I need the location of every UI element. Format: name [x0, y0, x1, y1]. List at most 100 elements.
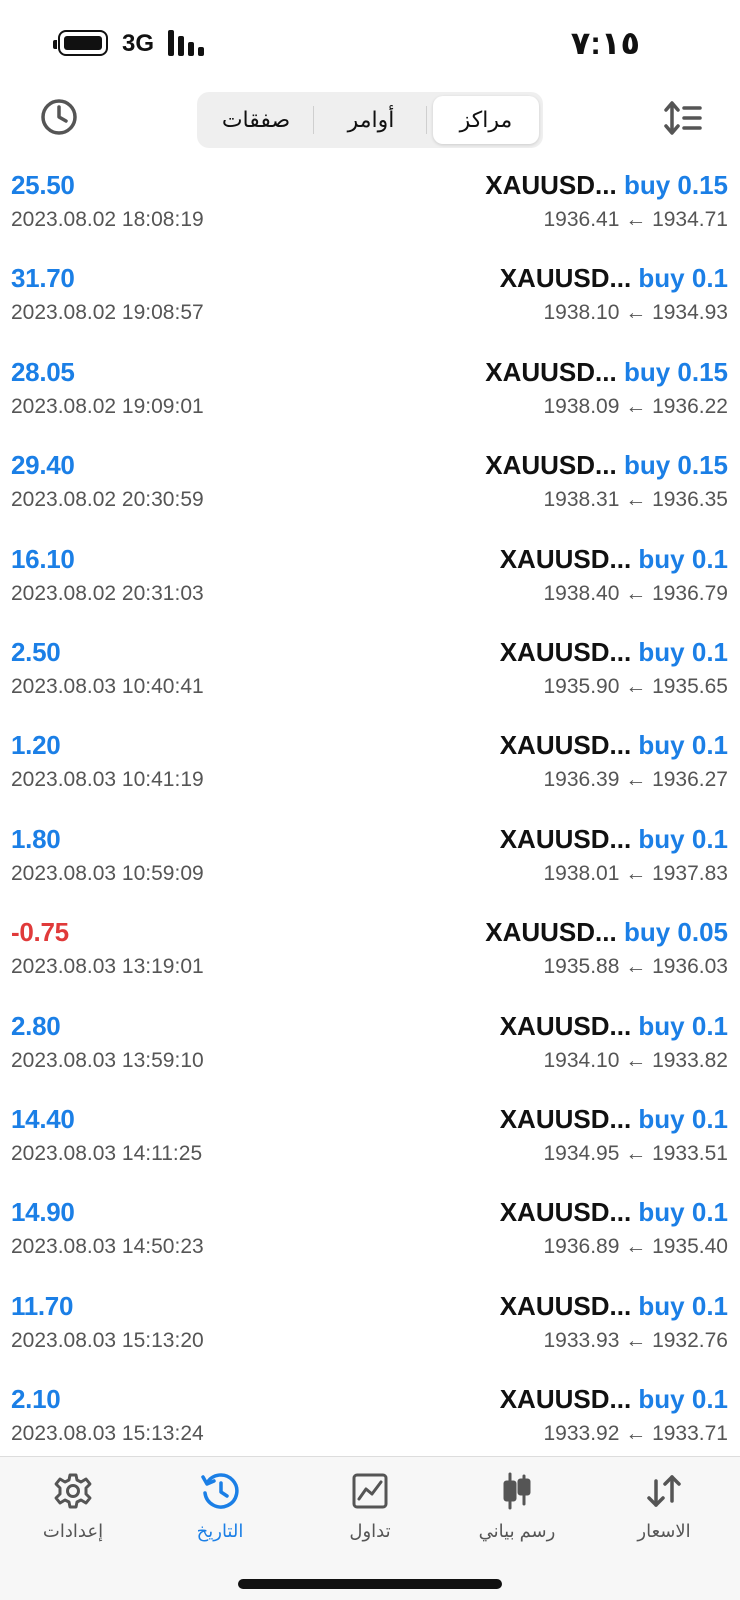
candlestick-icon — [503, 1472, 531, 1510]
position-profit: 29.40 — [11, 450, 75, 481]
position-symbol: XAUUSD... — [499, 1197, 632, 1228]
position-row[interactable]: 11.70 2023.08.03 15:13:20 XAUUSD... buy … — [0, 1279, 740, 1372]
position-side-volume: buy 0.1 — [638, 1290, 728, 1321]
position-row[interactable]: 14.90 2023.08.03 14:50:23 XAUUSD... buy … — [0, 1185, 740, 1278]
quotes-arrows-icon — [647, 1475, 681, 1507]
position-symbol: XAUUSD... — [499, 1010, 632, 1041]
position-time: 2023.08.03 15:13:24 — [11, 1422, 204, 1446]
position-prices: 1938.40 ← 1936.79 — [543, 581, 729, 605]
position-symbol: XAUUSD... — [499, 636, 632, 667]
position-symbol: XAUUSD... — [485, 356, 617, 387]
network-type: 3G — [122, 30, 155, 57]
position-row[interactable]: 28.05 2023.08.02 19:09:01 XAUUSD... buy … — [0, 345, 740, 438]
position-prices: 1934.95 ← 1933.51 — [543, 1141, 729, 1165]
position-side-volume: buy 0.1 — [638, 1010, 728, 1041]
position-prices: 1934.10 ← 1933.82 — [543, 1048, 729, 1072]
position-profit: 1.80 — [11, 823, 61, 854]
position-time: 2023.08.03 13:59:10 — [11, 1048, 204, 1072]
position-row[interactable]: 25.50 2023.08.02 18:08:19 XAUUSD... buy … — [0, 158, 740, 251]
position-side-volume: buy 0.1 — [638, 730, 728, 761]
segmented-control: مراكز أوامر صفقات — [197, 92, 543, 148]
position-time: 2023.08.02 18:08:19 — [11, 208, 204, 231]
trade-chart-icon — [352, 1473, 388, 1509]
position-prices: 1936.41 ← 1934.71 — [543, 208, 729, 231]
gear-icon — [54, 1473, 92, 1509]
position-side-volume: buy 0.15 — [623, 450, 728, 481]
tab-label: إعدادات — [42, 1521, 104, 1541]
sort-icon[interactable] — [664, 100, 704, 136]
tab-label: رسم بياني — [478, 1521, 556, 1541]
position-prices: 1938.10 ← 1934.93 — [543, 301, 729, 325]
tab-quotes[interactable]: الاسعار — [604, 1471, 724, 1542]
position-side-volume: buy 0.15 — [623, 170, 728, 200]
tab-settings[interactable]: إعدادات — [13, 1471, 133, 1542]
position-profit: 2.50 — [11, 636, 61, 667]
status-bar: 3G ٧:١٥ — [0, 0, 740, 88]
position-prices: 1938.09 ← 1936.22 — [543, 394, 729, 418]
position-time: 2023.08.03 13:19:01 — [11, 955, 204, 979]
signal-icon — [168, 30, 208, 56]
tab-chart[interactable]: رسم بياني — [457, 1471, 577, 1542]
bottom-tab-bar: إعدادات التاريخ تداول — [0, 1456, 740, 1600]
position-prices: 1936.89 ← 1935.40 — [543, 1235, 729, 1259]
position-row[interactable]: 2.80 2023.08.03 13:59:10 XAUUSD... buy 0… — [0, 999, 740, 1092]
position-symbol: XAUUSD... — [485, 170, 617, 200]
position-row[interactable]: 1.80 2023.08.03 10:59:09 XAUUSD... buy 0… — [0, 812, 740, 905]
position-row[interactable]: -0.75 2023.08.03 13:19:01 XAUUSD... buy … — [0, 905, 740, 998]
position-profit: 2.80 — [11, 1010, 61, 1041]
position-profit: 16.10 — [11, 543, 75, 574]
position-side-volume: buy 0.1 — [638, 1384, 728, 1415]
positions-list: 25.50 2023.08.02 18:08:19 XAUUSD... buy … — [0, 158, 740, 1465]
position-profit: 25.50 — [11, 170, 75, 200]
position-profit: 14.90 — [11, 1197, 75, 1228]
tab-label: تداول — [349, 1521, 391, 1541]
status-time: ٧:١٥ — [570, 25, 640, 61]
tab-positions[interactable]: مراكز — [433, 96, 539, 144]
position-prices: 1935.90 ← 1935.65 — [543, 674, 729, 698]
tab-history[interactable]: التاريخ — [160, 1471, 280, 1542]
tab-trade[interactable]: تداول — [310, 1471, 430, 1542]
tab-orders[interactable]: أوامر — [347, 107, 395, 132]
position-profit: 11.70 — [11, 1290, 74, 1321]
history-clock-icon[interactable] — [38, 96, 80, 138]
position-profit: 1.20 — [11, 730, 61, 761]
position-time: 2023.08.02 19:09:01 — [11, 394, 204, 418]
position-side-volume: buy 0.1 — [638, 543, 728, 574]
position-symbol: XAUUSD... — [499, 730, 632, 761]
position-row[interactable]: 1.20 2023.08.03 10:41:19 XAUUSD... buy 0… — [0, 718, 740, 811]
position-prices: 1938.01 ← 1937.83 — [543, 861, 729, 885]
position-row[interactable]: 16.10 2023.08.02 20:31:03 XAUUSD... buy … — [0, 532, 740, 625]
position-time: 2023.08.02 19:08:57 — [11, 301, 204, 325]
tab-label: الاسعار — [637, 1521, 691, 1541]
position-side-volume: buy 0.1 — [638, 1103, 728, 1134]
position-row[interactable]: 2.10 2023.08.03 15:13:24 XAUUSD... buy 0… — [0, 1372, 740, 1465]
position-symbol: XAUUSD... — [499, 1384, 632, 1415]
position-side-volume: buy 0.1 — [638, 636, 728, 667]
position-prices: 1933.92 ← 1933.71 — [543, 1422, 729, 1446]
position-row[interactable]: 31.70 2023.08.02 19:08:57 XAUUSD... buy … — [0, 251, 740, 344]
position-prices: 1938.31 ← 1936.35 — [543, 488, 729, 512]
position-symbol: XAUUSD... — [485, 450, 617, 481]
position-time: 2023.08.03 10:40:41 — [11, 674, 204, 698]
position-profit: 2.10 — [11, 1384, 61, 1415]
position-profit: 31.70 — [11, 263, 75, 294]
position-symbol: XAUUSD... — [499, 1290, 632, 1321]
position-time: 2023.08.03 14:11:25 — [11, 1141, 203, 1165]
position-row[interactable]: 14.40 2023.08.03 14:11:25 XAUUSD... buy … — [0, 1092, 740, 1185]
header: مراكز أوامر صفقات — [0, 88, 740, 158]
position-row[interactable]: 2.50 2023.08.03 10:40:41 XAUUSD... buy 0… — [0, 625, 740, 718]
battery-icon — [53, 30, 108, 56]
home-indicator — [238, 1579, 502, 1589]
position-time: 2023.08.02 20:30:59 — [11, 488, 204, 512]
position-row[interactable]: 29.40 2023.08.02 20:30:59 XAUUSD... buy … — [0, 438, 740, 531]
position-symbol: XAUUSD... — [499, 1103, 632, 1134]
position-time: 2023.08.03 10:41:19 — [11, 768, 204, 792]
position-side-volume: buy 0.1 — [638, 823, 728, 854]
tab-label: التاريخ — [196, 1521, 244, 1541]
position-time: 2023.08.03 14:50:23 — [11, 1235, 204, 1259]
position-side-volume: buy 0.1 — [638, 1197, 728, 1228]
tab-deals[interactable]: صفقات — [221, 107, 291, 132]
position-profit: 28.05 — [11, 356, 75, 387]
history-icon — [201, 1473, 239, 1509]
position-side-volume: buy 0.1 — [638, 263, 728, 294]
